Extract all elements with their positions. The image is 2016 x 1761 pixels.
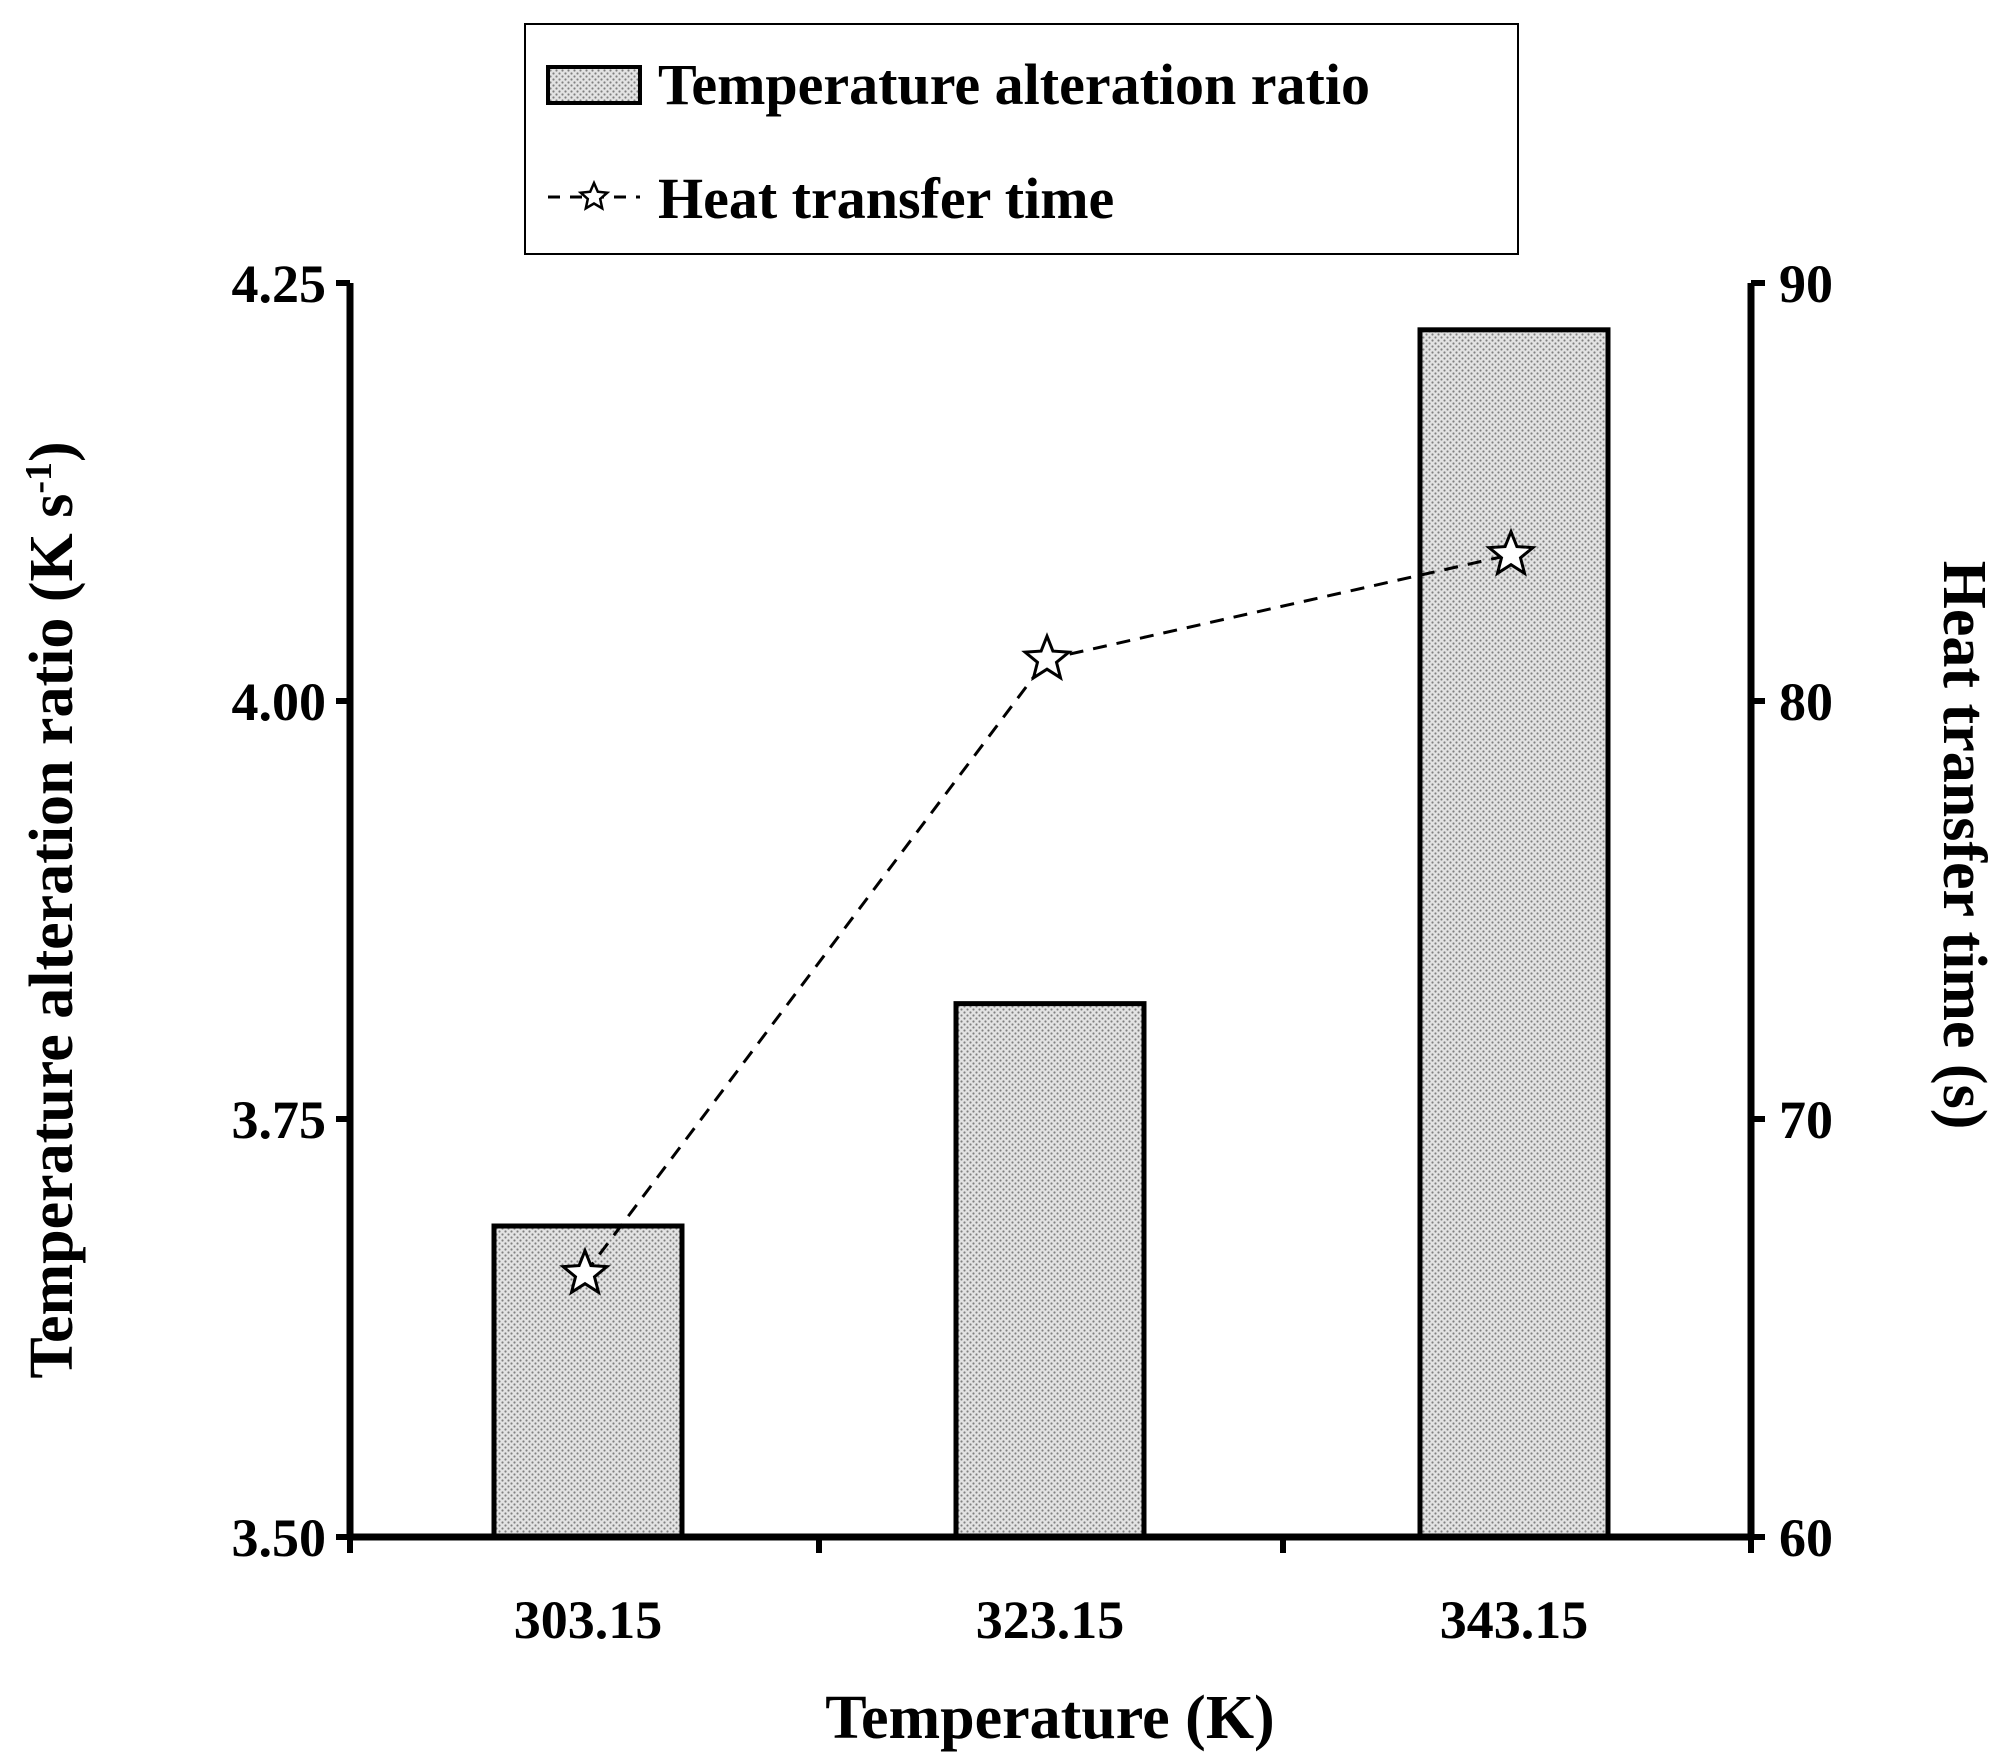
legend-bar-label: Temperature alteration ratio — [658, 52, 1370, 117]
legend-box — [524, 23, 1519, 255]
star-marker-303.15 — [559, 1246, 611, 1296]
right-tick-label: 80 — [1779, 672, 1833, 732]
left-axis-title-main: Temperature alteration ratio (K s — [18, 494, 86, 1379]
legend-bar-swatch — [546, 65, 642, 105]
left-tick-label: 4.00 — [232, 672, 327, 732]
left-tick-label: 3.50 — [232, 1508, 327, 1568]
left-axis-title: Temperature alteration ratio (K s-1) — [18, 441, 86, 1378]
right-tick-label: 70 — [1779, 1090, 1833, 1150]
star-marker-343.15 — [1485, 527, 1537, 577]
left-tick-label: 4.25 — [232, 254, 327, 314]
axes — [346, 283, 1755, 1541]
legend: Temperature alteration ratio Heat transf… — [524, 23, 1519, 255]
x-axis-title: Temperature (K) — [825, 1684, 1274, 1752]
legend-star-marker — [577, 179, 611, 211]
left-axis-title-end: ) — [18, 441, 86, 462]
x-tick-label-323.15: 323.15 — [976, 1590, 1125, 1650]
legend-line-label: Heat transfer time — [658, 166, 1114, 231]
right-tick-label: 90 — [1779, 254, 1833, 314]
left-tick-label: 3.75 — [232, 1090, 327, 1150]
bar-323.15 — [953, 1001, 1147, 1540]
right-axis-title: Heat transfer time (s) — [1930, 561, 1998, 1130]
ticks: 3.50 3.75 4.00 4.25 60 70 80 90 303.15 323.15 343.… — [232, 254, 1834, 1650]
star-marker-323.15 — [1021, 632, 1073, 682]
heat-transfer-line — [559, 527, 1537, 1296]
bar-343.15 — [1417, 327, 1611, 1540]
bars — [491, 327, 1611, 1540]
right-tick-label: 60 — [1779, 1508, 1833, 1568]
x-tick-label-303.15: 303.15 — [514, 1590, 663, 1650]
left-axis-title-sup: -1 — [18, 462, 60, 494]
x-tick-label-343.15: 343.15 — [1440, 1590, 1589, 1650]
